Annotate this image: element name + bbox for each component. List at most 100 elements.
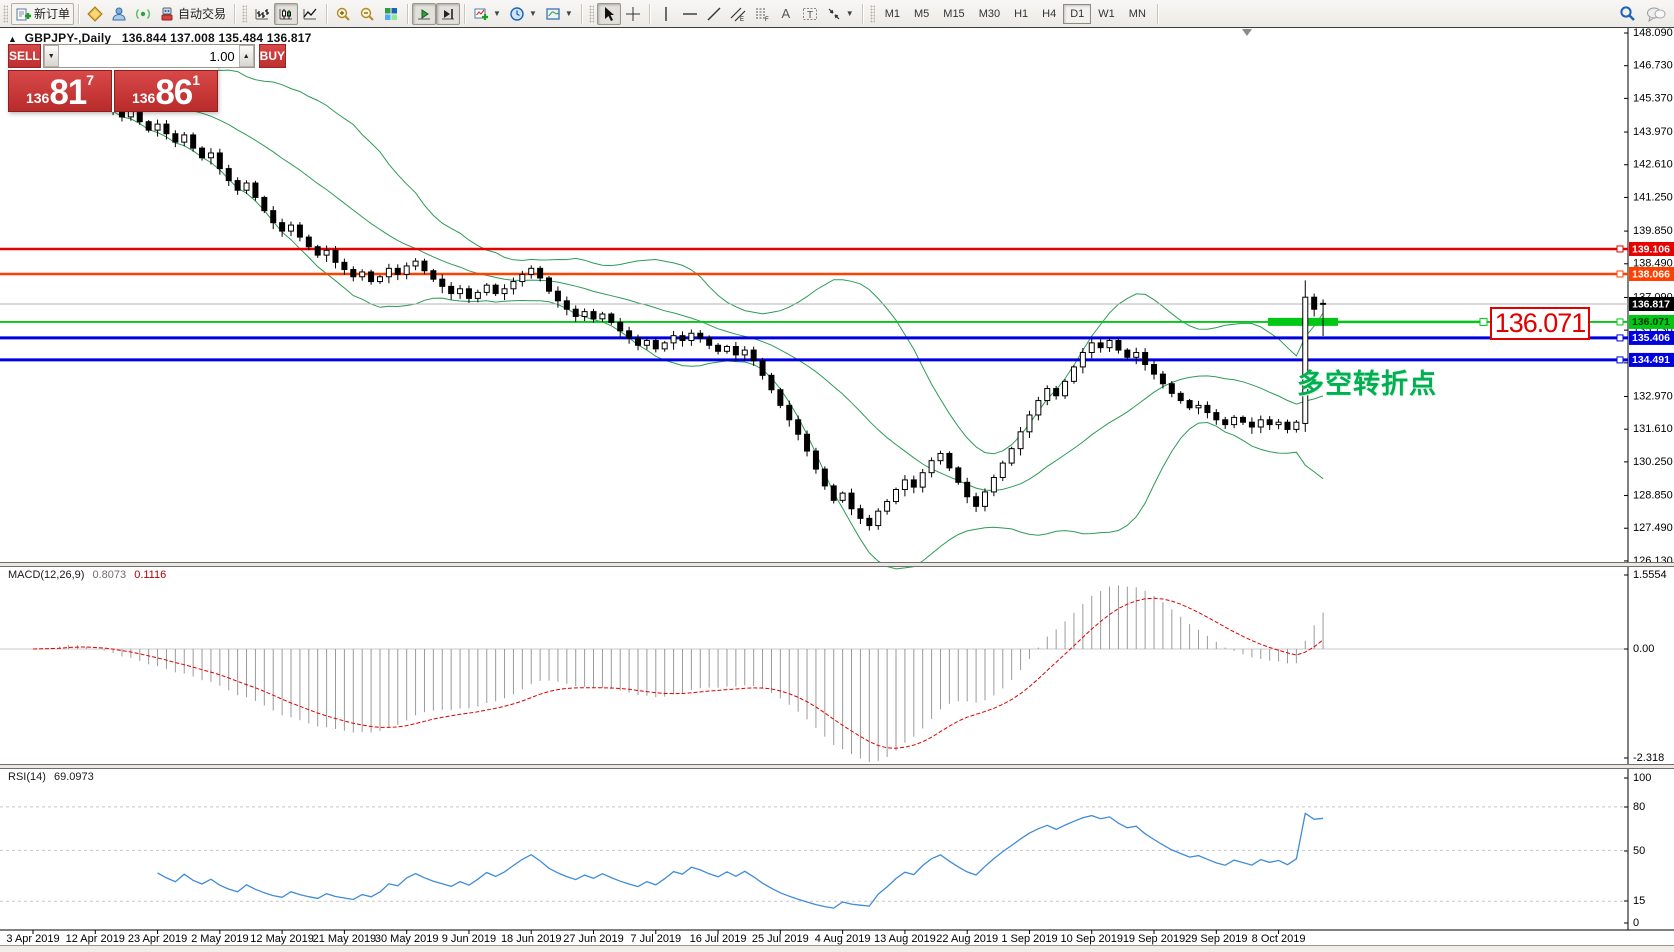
- price-axis-tick-label: 128.850: [1633, 489, 1673, 501]
- text-tool-icon: A: [781, 6, 791, 21]
- connector-endpoint-marker[interactable]: [1479, 317, 1488, 326]
- buy-price-pip: 1: [192, 72, 201, 88]
- svg-text:E: E: [740, 17, 744, 22]
- trendline-tool[interactable]: [702, 3, 726, 25]
- buy-quote-tile[interactable]: 136 86 1: [114, 70, 218, 112]
- chart-background[interactable]: [0, 28, 1674, 945]
- templates-dropdown[interactable]: ▼: [541, 3, 577, 25]
- price-axis-tick-label: 127.490: [1633, 522, 1673, 534]
- line-chart-mode-button[interactable]: [298, 3, 322, 25]
- sell-button[interactable]: SELL: [8, 44, 41, 68]
- date-axis-label: 23 Apr 2019: [128, 933, 187, 945]
- chart-annotation-text[interactable]: 多空转折点: [1297, 369, 1437, 399]
- rsi-indicator-label: RSI(14) 69.0973: [8, 771, 94, 783]
- rsi-value: 69.0973: [53, 771, 94, 783]
- zoom-out-button[interactable]: [355, 3, 379, 25]
- text-label-tool[interactable]: T: [798, 3, 822, 25]
- timeframe-button-H1[interactable]: H1: [1014, 7, 1029, 20]
- date-axis-label: 18 Jun 2019: [501, 933, 562, 945]
- date-axis-label: 10 Sep 2019: [1061, 933, 1123, 945]
- volume-decrease-button[interactable]: ▼: [43, 45, 59, 67]
- zoom-in-button[interactable]: [331, 3, 355, 25]
- toolbar-drag-handle[interactable]: [588, 4, 594, 23]
- price-callout-box[interactable]: 136.071: [1490, 307, 1590, 340]
- candlestick-series: [30, 79, 1327, 531]
- sell-quote-tile[interactable]: 136 81 7: [8, 70, 112, 112]
- vertical-line-tool[interactable]: [654, 3, 678, 25]
- text-label-icon: T: [802, 7, 817, 21]
- dropdown-caret-icon: ▼: [528, 9, 537, 18]
- fibonacci-tool[interactable]: F: [750, 3, 774, 25]
- search-icon[interactable]: [1619, 5, 1636, 22]
- volume-input[interactable]: [58, 45, 239, 67]
- price-axis-tick-label: 139.850: [1633, 225, 1673, 237]
- metaeditor-button[interactable]: [83, 3, 107, 25]
- date-axis-label: 19 Sep 2019: [1123, 933, 1185, 945]
- toolbar-drag-handle[interactable]: [242, 4, 248, 23]
- date-axis-label: 30 May 2019: [375, 933, 439, 945]
- autotrading-button[interactable]: 自动交易: [155, 3, 230, 25]
- community-button[interactable]: [107, 3, 131, 25]
- chart-shift-marker-icon[interactable]: [1242, 29, 1252, 36]
- timeframe-button-M5[interactable]: M5: [914, 7, 930, 20]
- price-line-endpoint-marker[interactable]: [1616, 318, 1624, 326]
- zoom-out-icon: [360, 7, 374, 21]
- text-tool[interactable]: A: [774, 3, 798, 25]
- timeframe-button-H4[interactable]: H4: [1042, 7, 1057, 20]
- date-axis-label: 2 May 2019: [191, 933, 248, 945]
- date-axis-label: 8 Oct 2019: [1252, 933, 1306, 945]
- price-line-endpoint-marker[interactable]: [1616, 356, 1624, 364]
- price-axis-tick-label: 130.250: [1633, 456, 1673, 468]
- volume-increase-button[interactable]: ▲: [238, 45, 254, 67]
- pane-separator[interactable]: [0, 562, 1674, 567]
- toolbar-drag-handle[interactable]: [3, 4, 8, 23]
- chart-shift-button[interactable]: [436, 2, 461, 25]
- price-axis-tick-label: 138.490: [1633, 258, 1673, 270]
- macd-main-value: 0.8073: [92, 569, 127, 581]
- panel-collapse-icon[interactable]: ▲: [8, 34, 18, 44]
- timeframe-button-MN[interactable]: MN: [1128, 7, 1146, 20]
- price-line-endpoint-marker[interactable]: [1616, 245, 1624, 253]
- timeframe-button-M15[interactable]: M15: [943, 7, 965, 20]
- crosshair-tool-button[interactable]: [621, 3, 645, 25]
- timeframe-button-M1[interactable]: M1: [884, 7, 900, 20]
- zoom-in-icon: [336, 7, 350, 21]
- dropdown-caret-icon: ▼: [845, 9, 854, 18]
- signals-button[interactable]: [131, 3, 155, 25]
- macd-signal-line: [32, 597, 1324, 749]
- rsi-axis-tick-label: 100: [1633, 772, 1651, 784]
- pane-separator[interactable]: [0, 764, 1674, 769]
- axis-price-label-box: [1629, 266, 1674, 281]
- candlestick-mode-button[interactable]: [274, 2, 299, 25]
- buy-button[interactable]: BUY: [258, 44, 287, 68]
- profiles-dropdown[interactable]: ▼: [505, 3, 541, 25]
- new-chart-dropdown[interactable]: ▼: [469, 3, 505, 25]
- timeframe-button-D1[interactable]: D1: [1063, 3, 1092, 24]
- timeframe-button-W1[interactable]: W1: [1098, 7, 1115, 20]
- toolbar-drag-handle[interactable]: [869, 4, 875, 23]
- auto-scroll-button[interactable]: [412, 2, 437, 25]
- svg-text:T: T: [807, 10, 813, 21]
- rsi-name: RSI(14): [8, 771, 46, 783]
- price-line-endpoint-marker[interactable]: [1616, 334, 1624, 342]
- arrows-dropdown[interactable]: ▼: [822, 3, 858, 25]
- tile-windows-button[interactable]: [379, 3, 403, 25]
- price-axis-tick-label: 132.970: [1633, 390, 1673, 402]
- buy-price-prefix: 136: [131, 90, 156, 106]
- horizontal-line-tool[interactable]: [678, 3, 702, 25]
- macd-axis-tick-label: 0.00: [1633, 643, 1654, 655]
- timeframe-button-M30[interactable]: M30: [978, 7, 1001, 20]
- bollinger-band-up: [50, 68, 1324, 455]
- bar-chart-mode-button[interactable]: [250, 3, 274, 25]
- chat-icon[interactable]: [1646, 6, 1666, 22]
- equidistant-channel-tool[interactable]: E: [726, 3, 750, 25]
- axis-price-label-box: [1629, 352, 1674, 367]
- ohlc-readout: 136.844 137.008 135.484 136.817: [121, 31, 312, 45]
- cursor-tool-button[interactable]: [596, 2, 621, 25]
- new-order-button[interactable]: 新订单: [11, 2, 75, 25]
- autotrading-robot-icon: [161, 7, 173, 20]
- price-line-endpoint-marker[interactable]: [1616, 270, 1624, 278]
- date-axis-label: 7 Jul 2019: [630, 933, 681, 945]
- sell-price-pip: 7: [86, 72, 95, 88]
